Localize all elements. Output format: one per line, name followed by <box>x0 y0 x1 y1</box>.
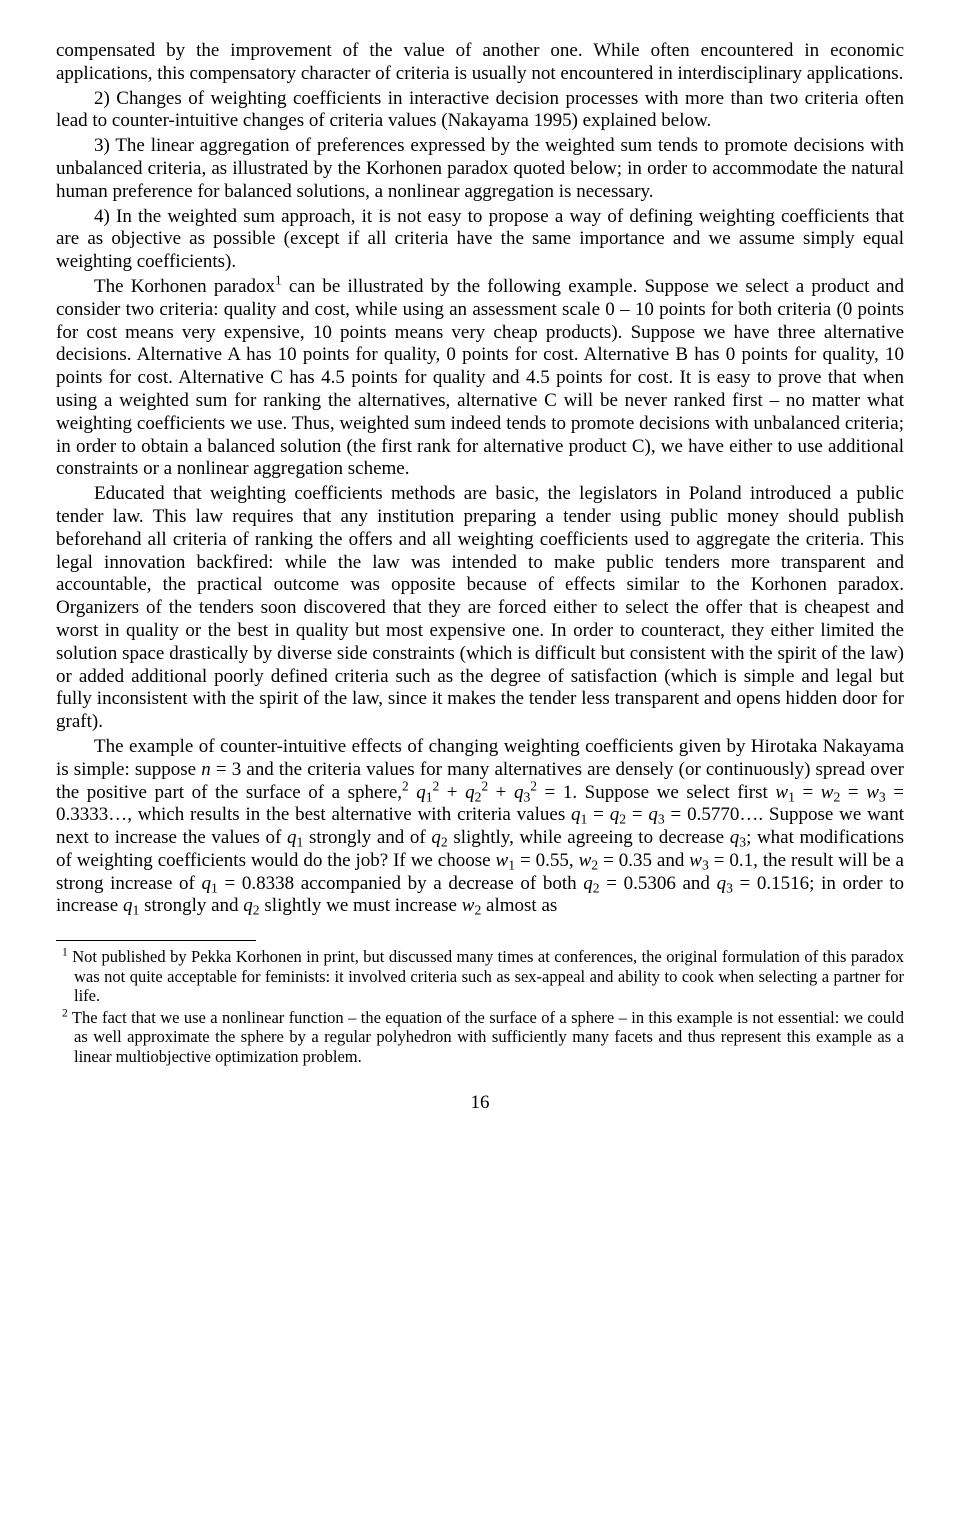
var-w2: w <box>579 850 592 871</box>
sub: 2 <box>593 880 600 895</box>
var-q3: q <box>717 873 727 894</box>
paragraph-1: compensated by the improvement of the va… <box>56 40 904 86</box>
var-w3: w <box>866 782 879 803</box>
var-q1: q <box>416 782 426 803</box>
sup: 2 <box>530 778 537 793</box>
text: almost as <box>481 895 557 916</box>
text: = 0.55, <box>515 850 579 871</box>
paragraph-4: 4) In the weighted sum approach, it is n… <box>56 206 904 274</box>
var-w2: w <box>821 782 834 803</box>
text: slightly we must increase <box>260 895 462 916</box>
text: strongly and of <box>303 827 431 848</box>
var-q2: q <box>465 782 475 803</box>
sub: 3 <box>658 812 665 827</box>
var-q2: q <box>583 873 593 894</box>
text: The Korhonen paradox <box>94 276 275 297</box>
sub: 2 <box>833 789 840 804</box>
paragraph-3: 3) The linear aggregation of preferences… <box>56 135 904 203</box>
var-q1: q <box>571 804 581 825</box>
var-q1: q <box>287 827 297 848</box>
var-n: n <box>201 759 211 780</box>
sup: 2 <box>481 778 488 793</box>
paragraph-7: The example of counter-intuitive effects… <box>56 736 904 918</box>
text: = 1. Suppose we select first <box>537 782 775 803</box>
sub: 3 <box>702 858 709 873</box>
paragraph-2: 2) Changes of weighting coefficients in … <box>56 88 904 134</box>
var-w2: w <box>462 895 475 916</box>
text: slightly, while agreeing to decrease <box>448 827 730 848</box>
var-w3: w <box>689 850 702 871</box>
sup: 2 <box>433 778 440 793</box>
sub: 2 <box>441 835 448 850</box>
var-q2: q <box>431 827 441 848</box>
sub: 1 <box>581 812 588 827</box>
sub: 2 <box>619 812 626 827</box>
footnote-ref-1: 1 <box>275 273 282 288</box>
text: can be illustrated by the following exam… <box>56 276 904 479</box>
var-w1: w <box>496 850 509 871</box>
footnote-num: 1 <box>62 947 68 959</box>
paragraph-5: The Korhonen paradox1 can be illustrated… <box>56 276 904 481</box>
var-q1: q <box>202 873 212 894</box>
footnote-num: 2 <box>62 1007 68 1019</box>
footnote-separator <box>56 940 256 941</box>
sub: 3 <box>726 880 733 895</box>
page-number: 16 <box>56 1092 904 1115</box>
paragraph-6: Educated that weighting coefficients met… <box>56 483 904 734</box>
sub: 1 <box>788 789 795 804</box>
var-q3: q <box>648 804 658 825</box>
var-q2: q <box>610 804 620 825</box>
var-q3: q <box>730 827 740 848</box>
footnote-2: 2 The fact that we use a nonlinear funct… <box>56 1008 904 1066</box>
text: = 0.5306 and <box>600 873 717 894</box>
footnote-text: Not published by Pekka Korhonen in print… <box>72 947 904 1005</box>
text: = 0.8338 accompanied by a decrease of bo… <box>218 873 583 894</box>
footnote-ref-2: 2 <box>402 778 409 793</box>
text: strongly and <box>139 895 243 916</box>
text: = 0.35 and <box>598 850 689 871</box>
footnote-1: 1 Not published by Pekka Korhonen in pri… <box>56 947 904 1005</box>
footnote-text: The fact that we use a nonlinear functio… <box>72 1008 904 1066</box>
sub: 1 <box>211 880 218 895</box>
var-q2: q <box>243 895 253 916</box>
sub: 1 <box>426 789 433 804</box>
sub: 3 <box>879 789 886 804</box>
sub: 2 <box>253 903 260 918</box>
var-w1: w <box>775 782 788 803</box>
